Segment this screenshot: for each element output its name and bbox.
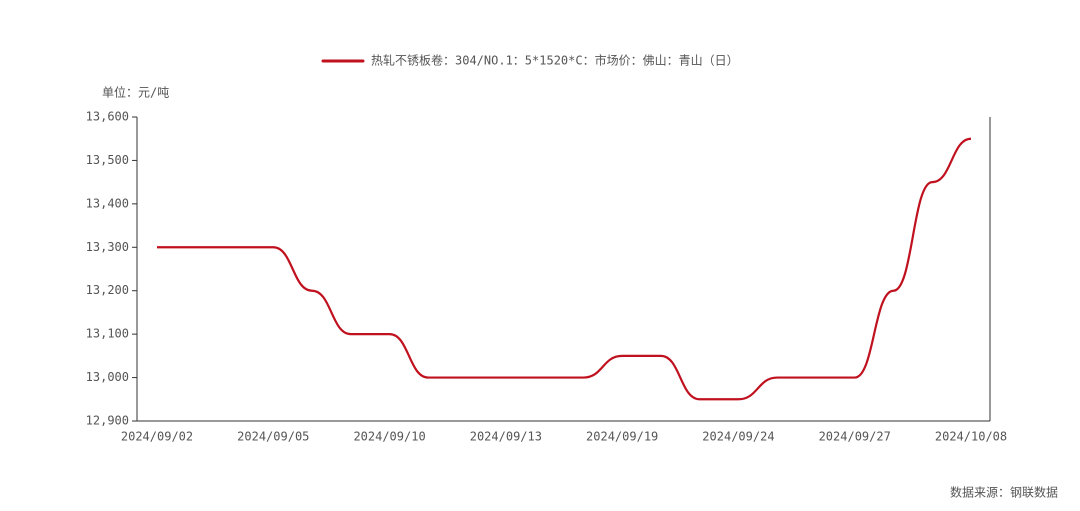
y-tick-label: 13,200	[86, 283, 129, 297]
x-tick-label: 2024/09/13	[470, 430, 542, 444]
y-tick-label: 13,600	[86, 110, 129, 124]
x-tick-label: 2024/09/27	[819, 430, 891, 444]
source: 数据来源：钢联数据	[950, 485, 1058, 500]
x-tick-label: 2024/10/08	[935, 430, 1007, 444]
x-tick-label: 2024/09/02	[121, 430, 193, 444]
unit-label: 单位：元/吨	[102, 85, 169, 100]
x-tick-label: 2024/09/10	[353, 430, 425, 444]
y-tick-label: 13,400	[86, 196, 129, 210]
line	[157, 137, 972, 401]
y-tick-label: 12,900	[86, 414, 129, 428]
x-tick-label: 2024/09/05	[237, 430, 309, 444]
y-tick-label: 13,000	[86, 370, 129, 384]
y-tick-label: 13,300	[86, 240, 129, 254]
y-tick-label: 13,100	[86, 327, 129, 341]
x-tick-label: 2024/09/24	[702, 430, 774, 444]
y-tick-label: 13,500	[86, 153, 129, 167]
x-tick-label: 2024/09/19	[586, 430, 658, 444]
legend-label: 热轧不锈板卷：304/NO.1：5*1520*C：市场价：佛山：青山（日）	[371, 53, 739, 68]
